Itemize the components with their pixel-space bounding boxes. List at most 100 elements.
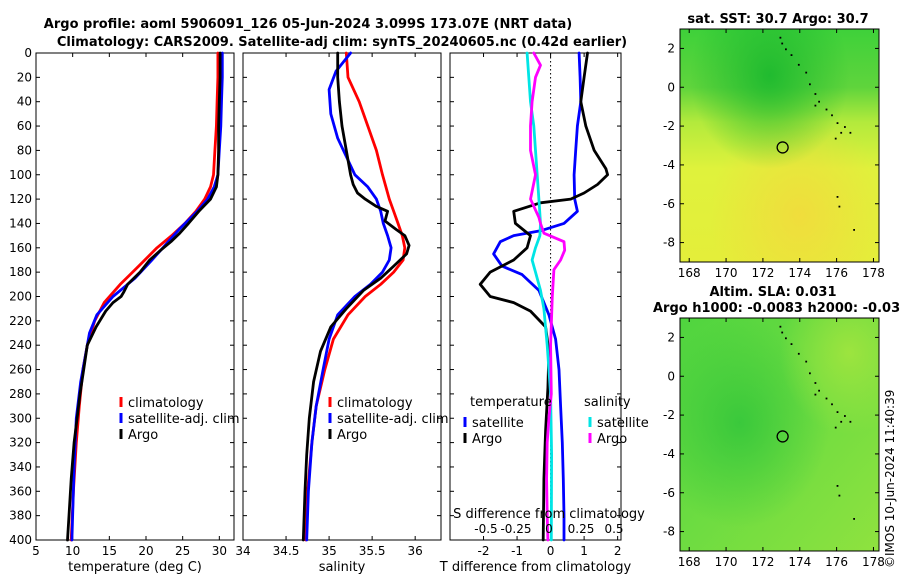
x-tick-label: 0 [547, 544, 555, 558]
map-y-tick-label: -6 [663, 486, 675, 500]
legend-label-satellite-adj-clim: satellite-adj. clim [337, 412, 449, 427]
map-y-tick-label: 0 [667, 369, 675, 383]
x-tick-label: 10 [65, 544, 80, 558]
map-y-tick-label: -6 [663, 197, 675, 211]
island-dot [781, 42, 784, 45]
y-tick-label: 380 [9, 509, 32, 523]
x-tick-label: 36 [408, 544, 423, 558]
island-dot [790, 343, 793, 345]
island-dot [834, 137, 837, 140]
salinity-profile-panel: 34 34.5 35 35.5 36 salinity climatologysatelli… [235, 51, 449, 575]
y-tick-label: 180 [9, 265, 32, 279]
island-dot [818, 389, 820, 392]
map-x-tick-label: 170 [715, 266, 738, 280]
island-dot [785, 337, 787, 340]
map-x-tick-label: 168 [678, 266, 701, 280]
map-y-tick-label: 0 [667, 80, 675, 94]
x2-tick-label: -0.5 [474, 522, 497, 536]
y-tick-label: 100 [9, 168, 32, 182]
island-dot [836, 411, 839, 413]
y-tick-label: 60 [17, 119, 32, 133]
legend-label-argo-1: Argo [472, 432, 502, 447]
y-tick-label: 160 [9, 241, 32, 255]
y-tick-label: 360 [9, 484, 32, 498]
x-tick-label: 15 [102, 544, 117, 558]
island-dot [805, 360, 808, 363]
map-frame [679, 28, 880, 263]
island-dot [818, 100, 820, 103]
plot-frame [449, 52, 622, 541]
sla-light-patch [680, 318, 879, 551]
x-tick-label: 34.5 [273, 544, 300, 558]
island-dot [814, 382, 817, 384]
legend-label-satellite-0: satellite [472, 416, 524, 431]
y-tick-label: 300 [9, 411, 32, 425]
island-dot [825, 397, 828, 400]
island-dot [853, 229, 855, 231]
x-tick-label: 20 [138, 544, 153, 558]
island-dot [834, 426, 837, 429]
island-dot [825, 108, 828, 111]
y-tick-label: 120 [9, 192, 32, 206]
series-line-satellite-adj-clim-1 [305, 51, 393, 542]
island-dot [781, 331, 784, 334]
island-dot [779, 325, 782, 328]
x-tick-label: 1 [580, 544, 588, 558]
island-dot [785, 48, 787, 51]
map-y-tick-label: -2 [663, 408, 675, 422]
island-dot [797, 352, 800, 355]
island-dot [779, 36, 782, 39]
legend-label-climatology: climatology [337, 396, 413, 411]
sla-map: 168 170 172 174 176 178 2 0 -2 -4 -6 -8 [663, 317, 885, 569]
map-x-tick-label: 174 [788, 555, 811, 569]
x-tick-label: -1 [511, 544, 523, 558]
x-tick-label: 34 [235, 544, 250, 558]
y-tick-label: 340 [9, 460, 32, 474]
island-dot [844, 415, 846, 417]
series-line-satellite-2 [525, 51, 553, 542]
temperature-profile-panel: 0 20 40 60 80 100 120 140 160 180 200 220 240 260 280 3… [9, 46, 240, 575]
island-dot [849, 131, 852, 134]
y-tick-label: 320 [9, 436, 32, 450]
island-dot [814, 393, 817, 396]
map-x-tick-label: 174 [788, 266, 811, 280]
island-dot [831, 403, 833, 406]
island-dot [840, 131, 843, 134]
y-tick-label: 0 [24, 46, 32, 60]
series-line-argo-2 [301, 51, 411, 542]
x2-tick-label: 0.5 [604, 522, 623, 536]
y-tick-label: 40 [17, 95, 32, 109]
island-dot [838, 205, 841, 208]
island-dot [809, 372, 811, 375]
x-tick-label: 2 [614, 544, 622, 558]
island-dot [840, 420, 843, 423]
x-tick-label: 35 [321, 544, 336, 558]
y-tick-label: 240 [9, 338, 32, 352]
map-y-tick-label: -2 [663, 119, 675, 133]
sst-map: 168 170 172 174 176 178 2 0 -2 -4 -6 -8 [663, 28, 885, 280]
legend-label-argo: Argo [337, 428, 367, 443]
legend-label-argo: Argo [128, 428, 158, 443]
y-tick-label: 280 [9, 387, 32, 401]
map-y-tick-label: -8 [663, 236, 675, 250]
float-position-marker [776, 430, 789, 443]
series-line-argo-2 [66, 51, 222, 542]
y-tick-label: 220 [9, 314, 32, 328]
y-tick-label: 200 [9, 290, 32, 304]
figure-title-line2: Climatology: CARS2009. Satellite-adj cli… [57, 35, 627, 50]
legend-label-satellite-adj-clim: satellite-adj. clim [128, 412, 240, 427]
island-dot [814, 93, 817, 95]
legend-label-argo-3: Argo [597, 432, 627, 447]
sla-map-title: Altim. SLA: 0.031 [710, 285, 837, 300]
island-dot [814, 104, 817, 107]
float-position-marker [776, 141, 789, 154]
y-tick-label: 140 [9, 216, 32, 230]
y-tick-label: 260 [9, 363, 32, 377]
difference-profile-panel: -2 -1 0 1 2 T difference from climatology temp… [439, 51, 649, 575]
island-dot [853, 518, 855, 520]
map-x-tick-label: 172 [751, 555, 774, 569]
island-dot [809, 83, 811, 86]
y-tick-label: 20 [17, 70, 32, 84]
x2-axis-label: S difference from climatology [453, 507, 645, 522]
